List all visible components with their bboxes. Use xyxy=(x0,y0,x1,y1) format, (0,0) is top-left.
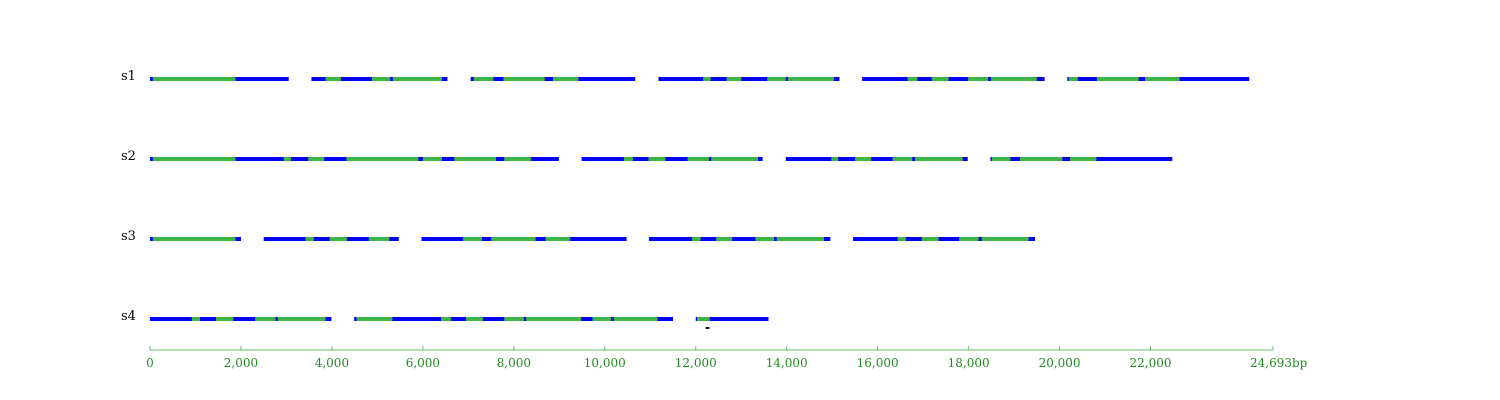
highlight-s1-5-2 xyxy=(931,77,949,81)
axis-tick-label: 10,000 xyxy=(584,356,626,370)
highlight-s3-4-4 xyxy=(776,237,824,241)
highlight-s1-3-1 xyxy=(473,77,494,81)
highlight-s1-4-3 xyxy=(767,77,786,81)
highlight-s2-1-5 xyxy=(422,157,442,161)
highlight-s3-3-1 xyxy=(462,237,482,241)
highlight-s1-2-1 xyxy=(325,77,342,81)
highlight-s4-2-2 xyxy=(441,317,452,321)
track-s2 xyxy=(150,157,1173,161)
track-s1 xyxy=(150,77,1250,81)
tracks-layer: s1 s2 s3 s4 xyxy=(121,69,1250,329)
axis-tick-label: 6,000 xyxy=(406,356,440,370)
highlight-s4-1-3 xyxy=(255,317,276,321)
highlight-s4-2-5 xyxy=(526,317,582,321)
highlight-s2-4-2 xyxy=(1020,157,1063,161)
highlight-s1-2-2 xyxy=(371,77,391,81)
highlight-s1-4-1 xyxy=(703,77,711,81)
highlight-s2-3-4 xyxy=(914,157,963,161)
axis-tick-label: 4,000 xyxy=(315,356,349,370)
highlight-s1-3-2 xyxy=(503,77,545,81)
highlight-s4-2-3 xyxy=(466,317,483,321)
axis-tick-label: 24,693bp xyxy=(1250,356,1308,370)
highlight-s1-1-1 xyxy=(152,77,236,81)
position-axis: 0 2,000 4,000 6,000 8,000 10,000 12,000 14,000 1… xyxy=(146,346,1308,370)
block-s4-1 xyxy=(150,317,332,321)
highlight-s2-1-7 xyxy=(504,157,532,161)
block-s3-5 xyxy=(853,237,1036,241)
highlight-s2-4-3 xyxy=(1070,157,1097,161)
axis-tick-label: 12,000 xyxy=(675,356,717,370)
block-s1-3 xyxy=(470,77,636,81)
highlight-s2-3-1 xyxy=(831,157,839,161)
block-s1-5 xyxy=(862,77,1045,81)
highlight-s3-4-3 xyxy=(755,237,774,241)
highlight-s3-2-2 xyxy=(329,237,347,241)
highlight-s3-3-2 xyxy=(491,237,536,241)
block-s2-2 xyxy=(581,157,763,161)
highlight-s1-3-3 xyxy=(552,77,579,81)
highlight-s2-2-2 xyxy=(648,157,666,161)
highlight-s3-5-3 xyxy=(959,237,979,241)
highlight-s1-6-3 xyxy=(1145,77,1180,81)
track-s3 xyxy=(150,237,1036,241)
highlight-s1-4-4 xyxy=(788,77,834,81)
axis-tick-label: 14,000 xyxy=(766,356,808,370)
highlight-s4-2-1 xyxy=(356,317,393,321)
block-s3-4 xyxy=(648,237,831,241)
highlight-s1-2-3 xyxy=(392,77,442,81)
track-s4 xyxy=(150,317,769,329)
highlight-s3-4-1 xyxy=(692,237,701,241)
highlight-s3-5-4 xyxy=(981,237,1029,241)
highlight-s3-5-1 xyxy=(897,237,906,241)
axis-tick-label: 2,000 xyxy=(224,356,258,370)
highlight-s2-2-4 xyxy=(711,157,759,161)
highlight-s3-4-2 xyxy=(716,237,733,241)
highlight-s3-1-1 xyxy=(152,237,236,241)
highlight-s4-2-6 xyxy=(592,317,612,321)
axis-tick-label: 22,000 xyxy=(1130,356,1172,370)
highlight-s1-5-3 xyxy=(968,77,989,81)
highlight-s4-2-4 xyxy=(504,317,524,321)
highlight-s2-3-3 xyxy=(892,157,913,161)
highlight-s1-4-2 xyxy=(726,77,742,81)
highlight-s3-2-3 xyxy=(368,237,390,241)
highlight-s2-1-6 xyxy=(454,157,497,161)
axis-tick-label: 8,000 xyxy=(497,356,531,370)
highlight-s4-1-2 xyxy=(215,317,234,321)
track-label-s3: s3 xyxy=(121,229,136,244)
highlight-s1-6-2 xyxy=(1096,77,1139,81)
highlight-s3-5-2 xyxy=(921,237,939,241)
axis-tick-label: 20,000 xyxy=(1039,356,1081,370)
highlight-s1-6-1 xyxy=(1068,77,1078,81)
highlight-s2-1-1 xyxy=(152,157,236,161)
highlight-s4-2-7 xyxy=(613,317,658,321)
highlight-s4-1-4 xyxy=(277,317,326,321)
highlight-s2-1-2 xyxy=(283,157,291,161)
axis-tick-label: 18,000 xyxy=(948,356,990,370)
track-label-s1: s1 xyxy=(121,69,136,84)
highlight-s2-3-2 xyxy=(854,157,872,161)
highlight-s3-3-3 xyxy=(545,237,571,241)
highlight-s2-2-1 xyxy=(623,157,633,161)
axis-tick-label: 0 xyxy=(146,356,154,370)
highlight-s3-2-1 xyxy=(305,237,314,241)
highlight-s2-2-3 xyxy=(687,157,709,161)
marker-s4-1 xyxy=(705,327,710,329)
block-s1-4 xyxy=(658,77,840,81)
block-s2-3 xyxy=(785,157,968,161)
highlight-s4-3-1 xyxy=(697,317,710,321)
highlight-s2-1-3 xyxy=(308,157,325,161)
block-s4-3 xyxy=(695,317,769,321)
axis-tick-label: 16,000 xyxy=(857,356,899,370)
highlight-s1-5-4 xyxy=(990,77,1037,81)
track-label-s2: s2 xyxy=(121,149,136,164)
highlight-s2-4-1 xyxy=(991,157,1011,161)
highlight-s2-1-4 xyxy=(346,157,419,161)
highlight-s1-5-1 xyxy=(907,77,918,81)
track-label-s4: s4 xyxy=(121,309,136,324)
highlight-s4-1-1 xyxy=(191,317,201,321)
